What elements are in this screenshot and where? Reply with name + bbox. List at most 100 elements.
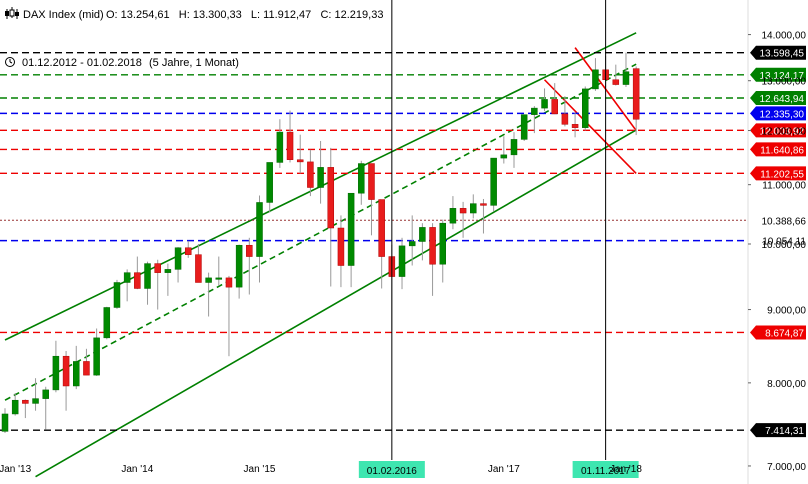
candle[interactable] [205,272,212,317]
candle[interactable] [398,237,406,290]
y-tick-label: 11.000,00 [762,181,806,192]
period-note: (5 Jahre, 1 Monat) [149,57,239,69]
level-price-text: 11.202,55 [760,169,804,180]
candle[interactable] [113,279,121,309]
candle-body-down [561,113,569,125]
candle-body-up [439,222,446,265]
candle[interactable] [307,149,314,197]
candle[interactable] [93,328,100,376]
candle[interactable] [419,223,426,261]
candle-body-up [215,277,223,280]
candle[interactable] [470,194,477,219]
candle-body-up [103,307,111,339]
candle[interactable] [439,219,446,283]
candle[interactable] [42,386,49,430]
candle-body-up [123,272,131,283]
candle[interactable] [531,106,538,134]
candle[interactable] [184,240,192,258]
x-tick-label: Jan '14 [121,464,153,475]
candle-body-up [144,263,151,289]
candle-body-down [246,244,253,257]
candle[interactable] [296,134,304,174]
candle[interactable] [11,393,19,416]
candle[interactable] [449,196,457,230]
candle[interactable] [337,215,345,288]
candle[interactable] [22,399,29,419]
candle[interactable] [490,157,497,212]
trend-channel-line[interactable] [4,63,637,401]
candle[interactable] [1,408,9,434]
candle[interactable] [378,199,385,289]
candle[interactable] [246,237,253,295]
candle-body-up [592,69,599,90]
candle[interactable] [520,114,528,141]
x-tick-label: Jan '18 [610,464,642,475]
y-tick-label: 10.000,00 [762,240,807,251]
trend-channel-line[interactable] [543,79,637,175]
candle-body-down [307,161,314,188]
candle-body-up [93,337,100,376]
candle[interactable] [500,136,508,164]
ohlc-readout: O: 13.254,61 H: 13.300,33 L: 11.912,47 C… [106,9,383,21]
level-price-label: 10.054,11 [762,237,806,248]
candle[interactable] [612,64,620,86]
candle[interactable] [368,163,375,236]
candle[interactable] [154,259,161,310]
candle[interactable] [195,243,202,283]
candle-body-down [551,99,558,115]
candle[interactable] [62,351,70,411]
candle[interactable] [286,110,294,163]
candle-body-down [154,263,161,273]
candle[interactable] [235,244,243,299]
candle[interactable] [561,96,569,127]
axis-layer: 14.000,00 13.000,00 12.000,00 11.000,00 10.0… [0,31,806,475]
candle[interactable] [317,140,324,204]
candle-body-up [347,192,355,266]
chart-header: DAX Index (mid) O: 13.254,61 H: 13.300,3… [5,7,383,69]
candle[interactable] [571,112,579,138]
candle[interactable] [276,119,284,168]
candle[interactable] [164,263,172,296]
candle[interactable] [32,378,39,411]
level-price-text: 11.640,86 [760,145,804,156]
candle-body-up [510,139,518,156]
level-price-badge [750,123,806,138]
candle[interactable] [632,66,640,136]
candle[interactable] [592,58,599,91]
candle[interactable] [123,269,131,302]
candle[interactable] [408,215,416,266]
candle[interactable] [144,261,151,305]
candle[interactable] [256,195,263,283]
candle-body-down [337,227,345,266]
candle[interactable] [582,86,589,131]
candle[interactable] [73,345,80,390]
candle[interactable] [551,83,558,115]
candle[interactable] [347,192,355,288]
candle[interactable] [174,247,182,283]
candle-body-down [378,199,385,257]
candle[interactable] [429,223,436,296]
candle[interactable] [52,340,60,393]
candle[interactable] [83,348,90,376]
candle[interactable] [103,306,111,340]
candle[interactable] [622,52,630,87]
candle[interactable] [134,256,141,290]
candle-body-up [317,167,324,188]
candle-body-up [622,71,630,85]
x-tick-label: Jan '15 [244,464,276,475]
candle-body-down [225,277,233,288]
vertical-marker-layer: 01.02.2016 01.11.2017 [358,0,639,478]
trend-channel-line[interactable] [35,129,637,478]
candle[interactable] [480,198,487,234]
candle[interactable] [215,256,223,286]
candle[interactable] [510,132,518,168]
candle[interactable] [327,147,335,287]
candle[interactable] [225,275,233,357]
candle[interactable] [541,88,548,112]
candle[interactable] [459,201,467,238]
candle[interactable] [266,162,273,213]
candle[interactable] [358,160,365,205]
candle-body-up [52,355,60,391]
